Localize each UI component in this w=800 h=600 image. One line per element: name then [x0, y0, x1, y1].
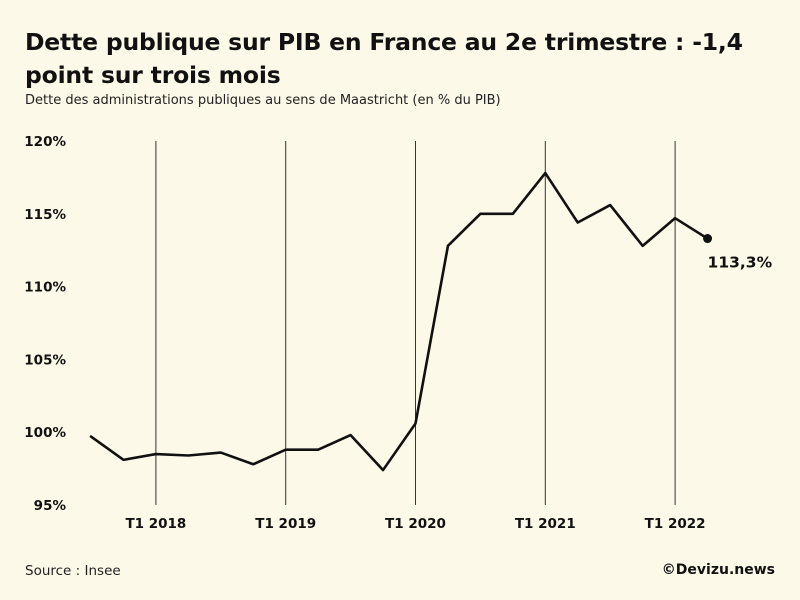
source-note: Source : Insee: [25, 563, 121, 579]
last-point-marker: [703, 234, 713, 244]
y-tick-label: 120%: [24, 134, 66, 150]
chart-title: Dette publique sur PIB en France au 2e t…: [25, 28, 743, 89]
chart-subtitle: Dette des administrations publiques au s…: [25, 93, 501, 108]
x-tick-label: T1 2021: [515, 516, 576, 532]
x-tick-label: T1 2018: [125, 516, 186, 532]
x-tick-label: T1 2019: [255, 516, 316, 532]
y-tick-label: 100%: [24, 425, 66, 441]
y-tick-label: 115%: [24, 207, 66, 223]
credit-label: ©Devizu.news: [661, 562, 775, 578]
y-axis-labels: 120% 115% 110% 105% 100% 95%: [24, 134, 66, 514]
x-axis-labels: T1 2018 T1 2019 T1 2020 T1 2021 T1 2022: [125, 516, 705, 532]
plot-area: 113,3%: [89, 171, 773, 472]
x-tick-label: T1 2020: [385, 516, 446, 532]
end-value-label: 113,3%: [708, 254, 773, 272]
y-tick-label: 110%: [24, 280, 66, 296]
y-tick-label: 105%: [24, 352, 66, 368]
series-line: [89, 171, 709, 472]
y-tick-label: 95%: [34, 498, 67, 514]
x-tick-label: T1 2022: [645, 516, 706, 532]
gridlines: [155, 141, 676, 505]
